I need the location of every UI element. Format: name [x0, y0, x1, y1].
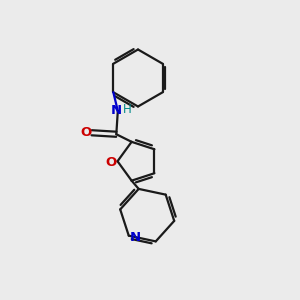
Text: N: N [130, 231, 141, 244]
Text: H: H [123, 103, 132, 116]
Text: N: N [111, 104, 122, 117]
Text: O: O [81, 126, 92, 139]
Text: O: O [105, 156, 116, 169]
